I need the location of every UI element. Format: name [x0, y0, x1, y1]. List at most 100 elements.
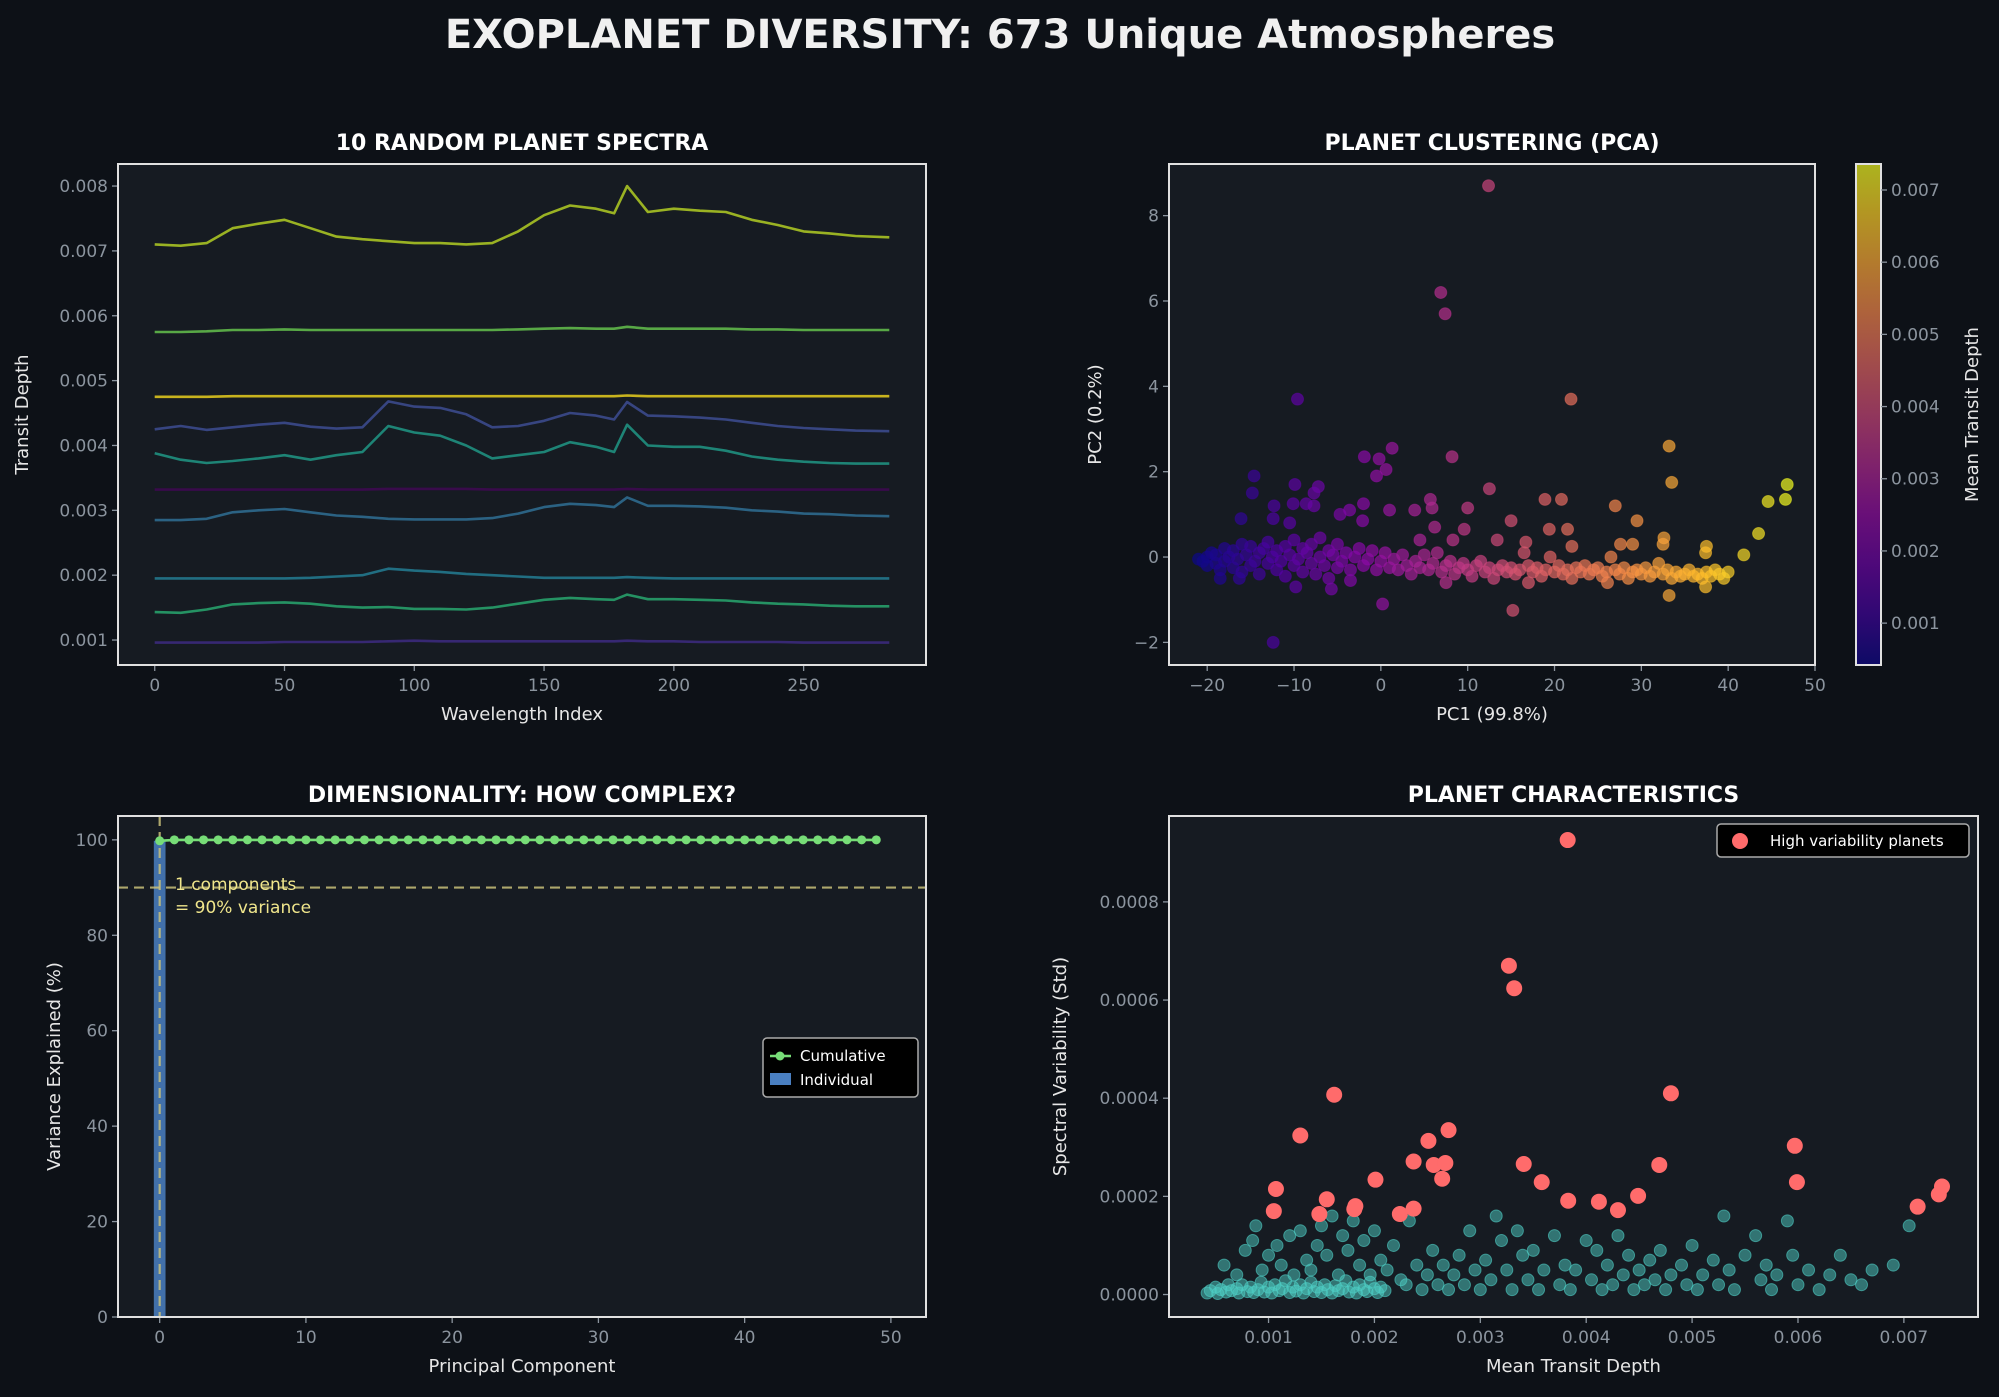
high-variability-point	[1788, 1174, 1805, 1191]
planet-point	[1780, 1214, 1794, 1228]
pca-point	[1490, 533, 1504, 547]
spectrum-line	[154, 423, 890, 465]
planet-point	[1274, 1258, 1288, 1272]
pca-point	[1213, 571, 1227, 585]
planet-point	[1616, 1268, 1630, 1282]
y-tick-label: 0.001	[59, 631, 108, 651]
y-tick-label: 0.0000	[1100, 1286, 1159, 1306]
cumulative-marker	[784, 835, 794, 845]
cumulative-marker	[535, 835, 545, 845]
high-variability-point	[1559, 832, 1576, 849]
planet-point	[1865, 1263, 1879, 1277]
planet-point	[1770, 1268, 1784, 1282]
y-tick-label: 4	[1148, 377, 1159, 397]
annotation-line1: 1 components	[175, 875, 296, 895]
pca-point	[1482, 179, 1496, 193]
high-variability-point	[1651, 1156, 1668, 1173]
planet-point	[1765, 1283, 1779, 1297]
pca-point	[1330, 537, 1344, 551]
pca-point	[1417, 548, 1431, 562]
planet-point	[1526, 1243, 1540, 1257]
cumulative-marker	[184, 835, 194, 845]
planet-point	[1600, 1258, 1614, 1272]
pca-point	[1461, 501, 1475, 515]
pca-point	[1519, 535, 1533, 549]
x-tick-label: 0.002	[1350, 1328, 1399, 1348]
high-variability-point	[1346, 1201, 1363, 1218]
cumulative-marker	[169, 835, 179, 845]
planet-point	[1690, 1283, 1704, 1297]
pca-point	[1737, 548, 1751, 562]
legend: High variability planets	[1716, 823, 1970, 858]
planet-point	[1378, 1284, 1392, 1298]
high-variability-point	[1440, 1122, 1457, 1139]
x-tick-label: 150	[528, 676, 560, 696]
planet-point	[1579, 1234, 1593, 1248]
planet-point	[1585, 1273, 1599, 1287]
pca-point	[1554, 492, 1568, 506]
planet-point	[1664, 1268, 1678, 1282]
figure-title: EXOPLANET DIVERSITY: 673 Unique Atmosphe…	[445, 12, 1555, 58]
y-axis-label: PC2 (0.2%)	[1085, 364, 1106, 464]
x-tick-label: 0.006	[1774, 1328, 1823, 1348]
legend-label-individual: Individual	[800, 1071, 873, 1089]
pca-point	[1438, 307, 1452, 321]
cumulative-marker	[389, 835, 399, 845]
cumulative-marker	[696, 835, 706, 845]
x-tick-label: 50	[274, 676, 296, 696]
x-axis-label: Mean Transit Depth	[1486, 1356, 1661, 1377]
cumulative-marker	[550, 835, 560, 845]
pca-point	[1608, 499, 1622, 513]
planet-point	[1367, 1224, 1381, 1238]
x-tick-label: −20	[1189, 676, 1225, 696]
planet-point	[1622, 1248, 1636, 1262]
pca-point	[1252, 567, 1266, 581]
cumulative-marker	[330, 835, 340, 845]
planet-point	[1553, 1278, 1567, 1292]
planet-point	[1706, 1253, 1720, 1267]
pca-point	[1665, 475, 1679, 489]
high-variability-point	[1311, 1206, 1328, 1223]
planet-point	[1283, 1229, 1297, 1243]
cumulative-marker	[667, 835, 677, 845]
x-tick-label: 10	[1457, 676, 1479, 696]
colorbar-outline	[1855, 163, 1882, 666]
high-variability-point	[1391, 1206, 1408, 1223]
planet-point	[1473, 1283, 1487, 1297]
pca-point	[1266, 512, 1280, 526]
planet-point	[1643, 1253, 1657, 1267]
planet-point	[1632, 1263, 1646, 1277]
pca-point	[1289, 580, 1303, 594]
spectrum-line	[154, 325, 890, 334]
axes-background	[118, 164, 926, 665]
pca-point	[1778, 492, 1792, 506]
y-tick-label: 6	[1148, 292, 1159, 312]
y-tick-label: 0.008	[59, 177, 108, 197]
x-tick-label: 250	[787, 676, 819, 696]
planet-point	[1410, 1258, 1424, 1272]
spectrum-line	[154, 639, 890, 644]
cumulative-marker	[257, 835, 267, 845]
planet-point	[1457, 1278, 1471, 1292]
pca-point	[1356, 497, 1370, 511]
planet-point	[1685, 1238, 1699, 1252]
planet-point	[1590, 1243, 1604, 1257]
pca-point	[1288, 477, 1302, 491]
pca-point	[1565, 539, 1579, 553]
pca-point	[1385, 441, 1399, 455]
x-tick-label: 200	[658, 676, 690, 696]
x-tick-label: 0.003	[1456, 1328, 1505, 1348]
x-tick-label: 0.004	[1562, 1328, 1611, 1348]
spectrum-line	[154, 567, 890, 580]
colorbar-tick-label: 0.002	[1891, 542, 1940, 562]
high-variability-point	[1500, 957, 1517, 974]
cumulative-marker	[740, 835, 750, 845]
pca-point	[1357, 450, 1371, 464]
pca-panel: PLANET CLUSTERING (PCA)−20 −10 0 10 20 30 40 50…	[1085, 131, 1983, 725]
y-tick-label: 0.0006	[1100, 991, 1159, 1011]
pca-point	[1564, 392, 1578, 406]
legend-label-high-variability: High variability planets	[1770, 832, 1944, 850]
planet-point	[1246, 1234, 1260, 1248]
colorbar-tick-label: 0.004	[1891, 398, 1940, 418]
pca-point	[1309, 567, 1323, 581]
